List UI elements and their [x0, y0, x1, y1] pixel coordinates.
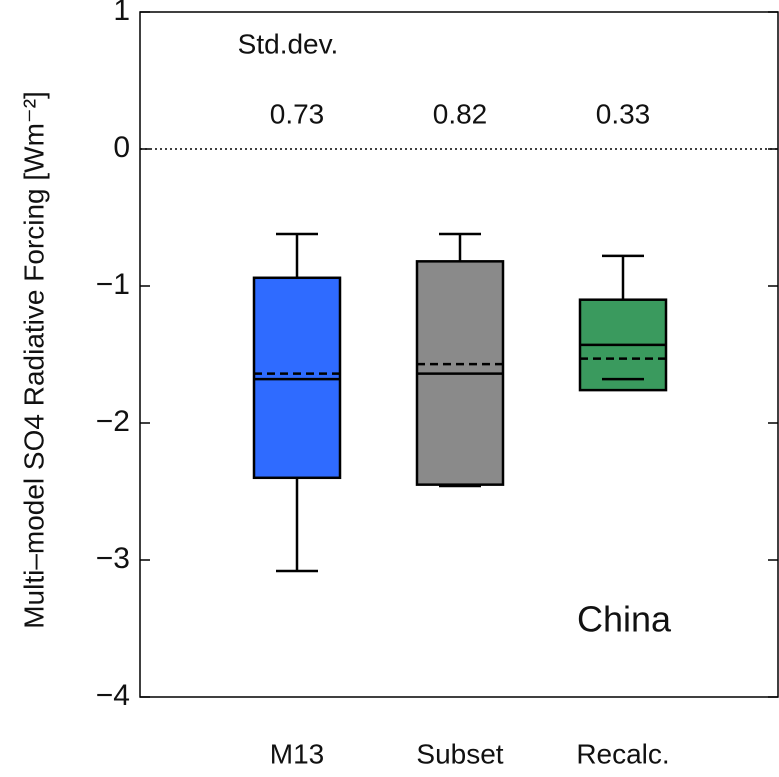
y-tick-label: 0	[113, 131, 130, 164]
x-tick-label: Recalc.	[576, 738, 669, 769]
plot-frame	[139, 11, 779, 698]
annotation: China	[577, 599, 672, 640]
y-tick-label: −1	[96, 268, 130, 301]
std-dev-value: 0.82	[433, 98, 488, 129]
y-tick-label: −3	[96, 542, 130, 575]
y-axis-label: Multi–model SO4 Radiative Forcing [Wm⁻²]	[18, 91, 49, 629]
y-tick-label: 1	[113, 0, 130, 27]
x-tick-label: M13	[270, 738, 324, 769]
y-tick-label: −2	[96, 405, 130, 438]
std-dev-label: Std.dev.	[238, 28, 339, 59]
x-tick-label: Subset	[416, 738, 503, 769]
std-dev-value: 0.33	[596, 98, 651, 129]
box	[252, 276, 342, 480]
y-tick-label: −4	[96, 679, 130, 712]
std-dev-value: 0.73	[270, 98, 325, 129]
